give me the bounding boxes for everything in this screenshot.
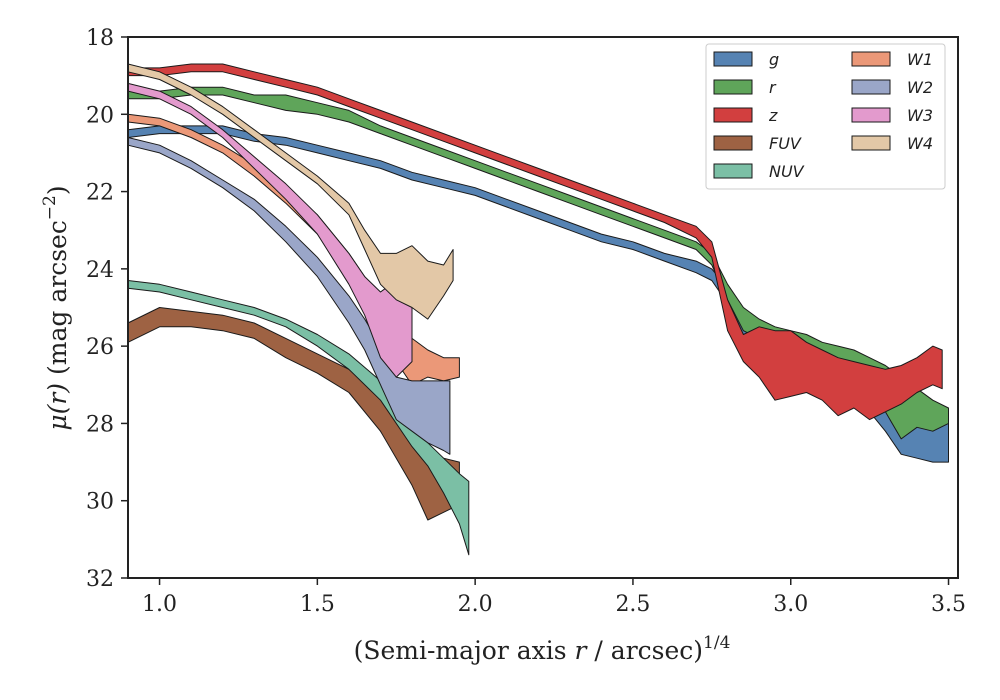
band-z xyxy=(127,63,943,421)
legend-label-w3: W3 xyxy=(907,106,933,125)
y-tick-label: 32 xyxy=(86,567,114,592)
legend-swatch-w1 xyxy=(851,51,891,67)
y-tick-label: 20 xyxy=(86,103,114,128)
y-axis-label: μ(r) (mag arcsec−2) xyxy=(40,185,72,430)
band-w3 xyxy=(127,82,413,378)
y-tick-label: 18 xyxy=(86,26,114,51)
y-tick-label: 24 xyxy=(86,258,114,283)
legend-swatch-w2 xyxy=(851,79,891,95)
y-tick-label: 30 xyxy=(86,490,114,515)
x-tick-label: 1.5 xyxy=(300,592,335,617)
x-tick-label: 3.5 xyxy=(931,592,966,617)
legend-label-z: z xyxy=(768,106,778,125)
x-tick-label: 2.0 xyxy=(458,592,493,617)
x-axis: 1.0 1.5 2.0 2.5 3.0 3.5 xyxy=(142,578,966,617)
x-axis-label: (Semi-major axis r / arcsec)1/4 xyxy=(354,633,731,665)
legend-swatch-z xyxy=(713,107,753,123)
legend-label-nuv: NUV xyxy=(769,162,805,181)
x-tick-label: 1.0 xyxy=(142,592,177,617)
legend-label-w2: W2 xyxy=(907,78,933,97)
band-r xyxy=(127,86,949,440)
y-tick-label: 26 xyxy=(86,335,114,360)
x-tick-label: 3.0 xyxy=(773,592,808,617)
legend-label-r: r xyxy=(769,78,777,97)
band-w4 xyxy=(127,63,454,320)
legend: grz FUV NUV W1 W2 W3 W4 xyxy=(705,43,946,190)
legend-label-g: g xyxy=(769,50,779,69)
legend-swatch-fuv xyxy=(713,135,753,151)
y-axis: 18 20 22 24 26 28 30 32 xyxy=(86,26,128,592)
legend-swatch-w3 xyxy=(851,107,891,123)
legend-label-w1: W1 xyxy=(907,50,933,69)
band-w2 xyxy=(127,137,451,455)
legend-swatch-g xyxy=(713,51,753,67)
legend-swatch-nuv xyxy=(713,163,753,179)
y-tick-label: 22 xyxy=(86,181,114,206)
band-g xyxy=(127,125,949,463)
plot-frame xyxy=(127,36,959,579)
legend-swatch-r xyxy=(713,79,753,95)
y-tick-label: 28 xyxy=(86,412,114,437)
x-tick-label: 2.5 xyxy=(615,592,650,617)
legend-label-fuv: FUV xyxy=(769,134,802,153)
legend-label-w4: W4 xyxy=(907,134,933,153)
profile-bands xyxy=(127,63,949,556)
legend-swatch-w4 xyxy=(851,135,891,151)
